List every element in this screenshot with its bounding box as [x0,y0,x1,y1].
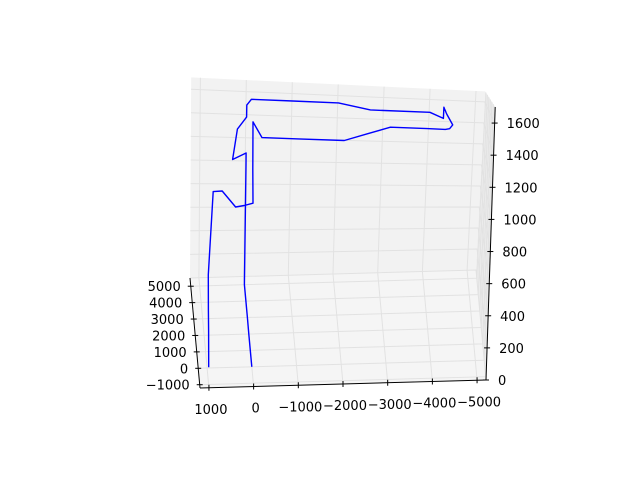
grid-line-z [190,248,488,348]
z-tick-label: 0 [498,374,506,389]
z-tick-label: 1400 [506,149,539,164]
y-tick-label: 4000 [149,297,182,312]
grid-line-z [191,88,496,124]
tick-labels: 1000 0 −1000 −2000 −3000 −4000 −5000−100001000… [146,117,540,418]
z-tick-label: 600 [501,278,526,293]
x-tick-label: −4000 [412,397,456,412]
y-tick-label: 1000 [154,346,187,361]
side-pane [476,91,496,381]
x-tick-label: −1000 [278,400,322,415]
z-tick-label: 1200 [504,181,537,196]
grid-line-z [190,183,491,252]
axes-panes [190,77,496,388]
x-tick-label: −5000 [457,395,501,410]
grid-line-z [190,206,490,284]
y-tick-label: 2000 [152,329,185,344]
grid-line-z [190,227,489,316]
z-tick-label: 1000 [503,213,536,228]
y-tick-label: 5000 [148,280,181,295]
z-tick-label: 400 [500,310,525,325]
y-tick-label: 3000 [151,313,184,328]
x-tick-label: −3000 [368,398,412,413]
grid-line-z [190,112,495,156]
x-tick-label: 0 [251,402,259,417]
grid-line-z [189,269,487,381]
y-axis-line [189,277,201,389]
data-layer [207,98,454,368]
x-tick-label: 1000 [194,403,227,418]
z-tick-label: 200 [499,342,524,357]
x-tick-label: −2000 [323,399,367,414]
z-tick-label: 1600 [507,117,540,132]
z-axis-line [485,106,496,381]
series-line-0 [207,98,454,368]
grid-line-z [190,159,492,220]
grid-lines [189,77,496,388]
y-tick-label: −1000 [146,379,190,394]
y-tick-label: 0 [180,362,188,377]
z-tick-label: 800 [502,246,527,261]
